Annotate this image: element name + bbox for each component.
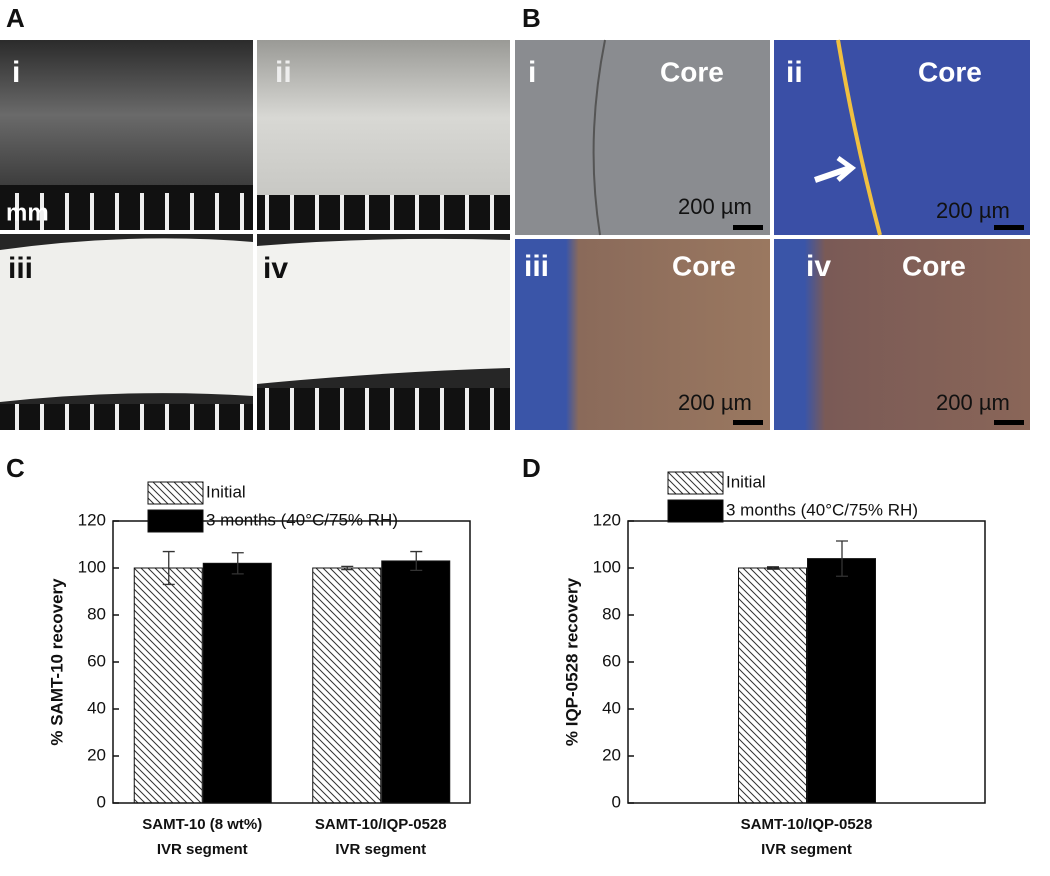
scale-label: 200 µm: [936, 390, 1010, 415]
region-label: Core: [660, 56, 724, 87]
scale-label: 200 µm: [678, 194, 752, 219]
error-bar: [231, 552, 244, 575]
y-tick-label: 120: [78, 510, 106, 529]
image-label: ii: [786, 56, 803, 89]
y-tick-label: 20: [87, 745, 106, 764]
legend-swatch: [147, 509, 204, 533]
x-tick-label: SAMT-10/IQP-0528: [315, 816, 447, 833]
panel-label: C: [6, 453, 25, 483]
x-tick-label: SAMT-10/IQP-0528: [741, 816, 873, 833]
photo: [515, 239, 770, 430]
y-tick-label: 100: [593, 557, 621, 576]
scale-bars: [733, 225, 1024, 425]
panel-label: A: [6, 3, 25, 33]
bar: [133, 567, 203, 804]
legend-label: Initial: [726, 472, 766, 491]
y-axis-label: % IQP-0528 recovery: [562, 577, 581, 746]
panel-label: B: [522, 3, 541, 33]
y-tick-label: 40: [87, 698, 106, 717]
bar: [807, 558, 876, 804]
bar: [381, 560, 451, 804]
region-label: Core: [918, 56, 982, 87]
error-bar: [767, 566, 779, 570]
x-tick-label: SAMT-10 (8 wt%): [142, 816, 262, 833]
image-label: iv: [263, 252, 288, 285]
photo: [774, 239, 1030, 430]
scale-label: 200 µm: [678, 390, 752, 415]
y-tick-label: 60: [87, 651, 106, 670]
y-tick-label: 80: [87, 604, 106, 623]
bar: [202, 562, 272, 804]
y-tick-label: 20: [602, 745, 621, 764]
y-tick-label: 60: [602, 651, 621, 670]
unit-label: mm: [6, 199, 49, 226]
image-label: i: [12, 56, 20, 89]
plot-frame: [112, 520, 471, 804]
legend-swatch: [667, 499, 724, 523]
error-bar: [836, 540, 848, 577]
photo: [0, 234, 253, 430]
image-label: iii: [8, 252, 33, 285]
image-label: ii: [275, 56, 292, 89]
error-bar: [341, 565, 354, 571]
legend-label: 3 months (40°C/75% RH): [726, 500, 918, 519]
y-tick-label: 0: [97, 792, 106, 811]
error-bar: [410, 550, 423, 571]
x-tick-label: IVR segment: [335, 841, 426, 858]
image-label: iii: [524, 250, 549, 283]
legend-label: Initial: [206, 482, 246, 501]
legend-swatch: [667, 471, 724, 495]
y-tick-label: 100: [78, 557, 106, 576]
bar: [312, 567, 382, 804]
y-tick-label: 120: [593, 510, 621, 529]
image-label: i: [528, 56, 536, 89]
bar: [738, 567, 807, 804]
legend-swatch: [147, 481, 204, 505]
photo: [515, 39, 770, 236]
photo: [257, 40, 510, 230]
scale-label: 200 µm: [936, 198, 1010, 223]
plot-frame: [627, 520, 986, 804]
image-label: iv: [806, 250, 831, 283]
y-tick-label: 80: [602, 604, 621, 623]
x-tick-label: IVR segment: [157, 841, 248, 858]
error-bar: [162, 550, 175, 586]
region-label: Core: [672, 250, 736, 281]
legend-label: 3 months (40°C/75% RH): [206, 510, 398, 529]
region-label: Core: [902, 250, 966, 281]
photo: [774, 39, 1030, 236]
photo: [257, 234, 510, 430]
y-axis-label: % SAMT-10 recovery: [47, 578, 66, 746]
y-tick-label: 40: [602, 698, 621, 717]
y-tick-label: 0: [612, 792, 621, 811]
photo: [0, 40, 253, 230]
x-tick-label: IVR segment: [761, 841, 852, 858]
panel-label: D: [522, 453, 541, 483]
